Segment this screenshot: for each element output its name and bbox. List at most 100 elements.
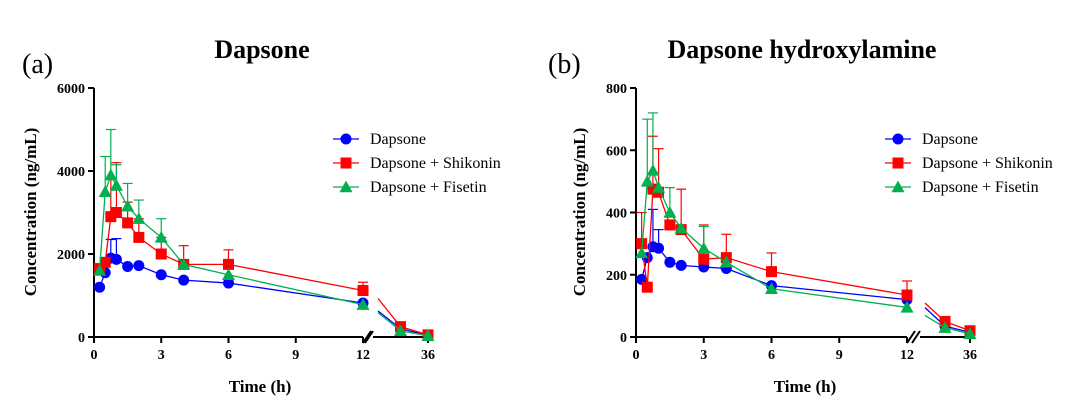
x-tick-label: 0 <box>91 348 98 363</box>
panel-b: (b) Dapsone hydroxylamine Concentration … <box>548 35 1053 396</box>
data-point <box>177 257 191 270</box>
y-axis-label: Concentration (ng/mL) <box>570 128 589 297</box>
y-tick-label: 2000 <box>57 248 85 263</box>
x-tick-label: 3 <box>158 348 165 363</box>
y-tick-label: 800 <box>606 82 627 97</box>
data-point <box>98 185 112 197</box>
series <box>636 208 976 338</box>
x-tick-label: 36 <box>963 348 977 363</box>
data-point <box>635 246 649 259</box>
panel-a: (a) Dapsone Concentration (ng/mL) Time (… <box>21 35 501 396</box>
legend-item: Dapsone + Shikonin <box>885 155 1053 172</box>
data-point <box>155 269 167 281</box>
data-point <box>938 321 952 333</box>
legend-label: Dapsone + Shikonin <box>922 155 1053 172</box>
series-line <box>98 173 364 306</box>
data-point <box>223 277 234 289</box>
data-point <box>664 219 676 231</box>
data-point <box>640 174 654 187</box>
legend-marker <box>892 157 904 169</box>
axis-break-mark <box>362 330 372 344</box>
data-point <box>133 231 145 243</box>
data-point <box>223 258 234 270</box>
data-point <box>765 282 778 294</box>
x-axis-label: Time (h) <box>229 377 292 396</box>
data-point <box>356 298 370 310</box>
data-point <box>394 324 407 336</box>
data-point <box>698 253 710 265</box>
y-tick-label: 6000 <box>57 82 85 97</box>
y-tick-label: 600 <box>606 144 627 159</box>
data-point <box>94 281 106 293</box>
x-tick-label: 9 <box>836 348 843 363</box>
y-tick-label: 0 <box>620 331 627 346</box>
series <box>93 128 435 341</box>
legend-marker <box>340 133 352 145</box>
legend-item: Dapsone + Shikonin <box>333 155 501 172</box>
legend-item: Dapsone + Fisetin <box>885 179 1039 196</box>
x-axis-label: Time (h) <box>774 377 837 396</box>
data-point <box>646 163 660 176</box>
x-tick-label: 12 <box>356 348 370 363</box>
legend: Dapsone Dapsone + Shikonin Dapsone + Fiset… <box>885 131 1053 196</box>
data-point <box>122 260 134 272</box>
data-point <box>104 168 118 181</box>
x-tick-label: 6 <box>768 348 775 363</box>
series-line <box>640 168 908 309</box>
chart-title: Dapsone hydroxylamine <box>668 35 937 64</box>
data-point <box>132 212 146 224</box>
series <box>94 238 434 341</box>
data-point <box>641 281 653 293</box>
data-point <box>675 259 687 271</box>
data-point <box>178 274 190 286</box>
legend-label: Dapsone + Fisetin <box>922 179 1039 196</box>
axis-break-mark <box>911 330 921 344</box>
axis-break-mark <box>364 330 374 344</box>
data-point <box>636 238 648 250</box>
axis-break-mark <box>906 330 916 344</box>
y-tick-label: 4000 <box>57 165 85 180</box>
data-point <box>647 183 659 195</box>
legend-marker <box>891 180 905 193</box>
legend-marker <box>339 180 353 193</box>
chart-title: Dapsone <box>214 35 309 64</box>
series <box>635 112 977 340</box>
legend-label: Dapsone + Fisetin <box>370 179 487 196</box>
data-point <box>719 255 733 268</box>
legend-label: Dapsone <box>922 131 978 148</box>
data-point <box>674 221 688 234</box>
legend-item: Dapsone <box>885 131 978 148</box>
data-point <box>901 289 913 301</box>
legend: Dapsone Dapsone + Shikonin Dapsone + Fiset… <box>333 131 501 196</box>
x-tick-label: 12 <box>900 348 914 363</box>
data-point <box>99 256 111 268</box>
y-tick-label: 0 <box>78 331 85 346</box>
panel-label: (a) <box>22 49 53 80</box>
series-line <box>641 245 908 301</box>
x-tick-label: 6 <box>225 348 232 363</box>
x-tick-label: 9 <box>292 348 299 363</box>
data-point <box>109 179 123 191</box>
data-point <box>122 217 134 229</box>
data-point <box>105 211 117 223</box>
series-line <box>641 188 908 296</box>
data-point <box>697 241 711 254</box>
data-point <box>663 206 677 218</box>
legend-label: Dapsone <box>370 131 426 148</box>
data-point <box>900 300 914 313</box>
y-axis-label: Concentration (ng/mL) <box>21 128 40 297</box>
y-tick-label: 400 <box>606 207 627 222</box>
data-point <box>421 329 435 341</box>
legend-marker <box>340 157 352 169</box>
data-point <box>963 327 977 340</box>
data-point <box>110 207 122 218</box>
data-point <box>121 199 135 212</box>
legend-label: Dapsone + Shikonin <box>370 155 501 172</box>
y-tick-label: 200 <box>606 269 627 284</box>
data-point <box>652 181 666 193</box>
legend-item: Dapsone <box>333 131 426 148</box>
data-point <box>653 242 665 254</box>
